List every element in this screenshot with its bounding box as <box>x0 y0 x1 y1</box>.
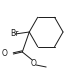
Text: O: O <box>30 58 36 68</box>
Text: Br: Br <box>10 29 19 38</box>
Text: O: O <box>2 49 7 58</box>
